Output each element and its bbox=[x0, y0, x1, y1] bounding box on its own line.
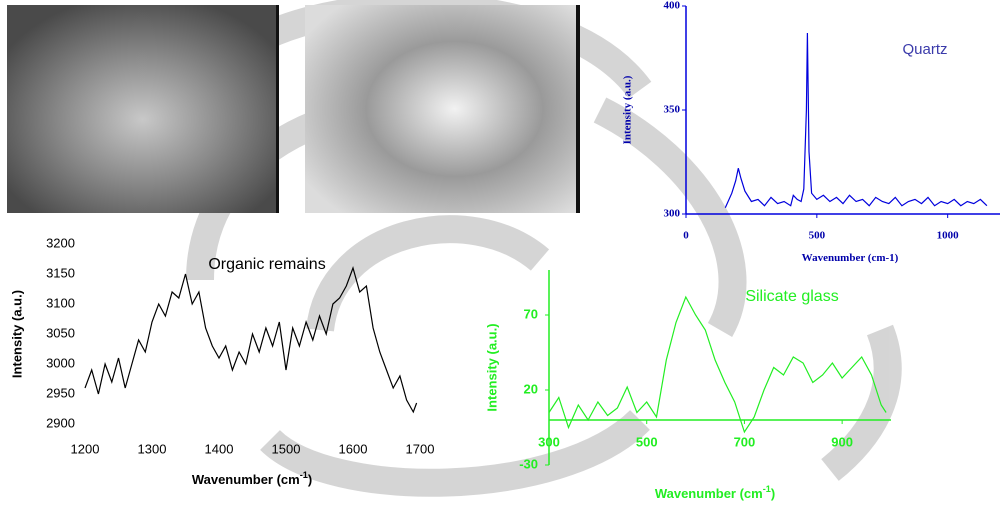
x-axis-label-end: ) bbox=[771, 486, 775, 501]
y-tick-label: 3150 bbox=[46, 265, 75, 280]
y-axis-label: Intensity (a.u.) bbox=[9, 290, 24, 378]
y-axis-label: Intensity (a.u.) bbox=[484, 323, 499, 411]
photo bbox=[305, 5, 577, 213]
x-axis-label: Wavenumber (cm-1) bbox=[655, 484, 775, 501]
x-axis-label-text: Wavenumber (cm bbox=[192, 472, 300, 487]
annotation: Silicate glass bbox=[745, 288, 838, 305]
y-tick-label: 300 bbox=[664, 208, 681, 220]
x-tick-label: 1300 bbox=[138, 441, 167, 456]
y-tick-label: 2950 bbox=[46, 385, 75, 400]
y-tick-label: 20 bbox=[524, 381, 538, 396]
x-tick-label: 1200 bbox=[71, 441, 100, 456]
x-tick-label: 1600 bbox=[339, 441, 368, 456]
y-tick-label: 400 bbox=[664, 0, 681, 12]
x-axis-label-sup: -1 bbox=[300, 470, 308, 480]
y-tick-label: 2900 bbox=[46, 415, 75, 430]
x-tick-label: 0 bbox=[683, 230, 689, 242]
x-tick-label: 1000 bbox=[937, 230, 960, 242]
x-axis-label-end: ) bbox=[308, 472, 312, 487]
x-axis-label-sup: -1 bbox=[763, 484, 771, 494]
x-tick-label: 1500 bbox=[272, 441, 301, 456]
x-axis-label-text: Wavenumber (cm bbox=[655, 486, 763, 501]
x-tick-label: 700 bbox=[734, 434, 756, 449]
x-tick-label: 900 bbox=[831, 434, 853, 449]
x-tick-label: 1400 bbox=[205, 441, 234, 456]
y-tick-label: 70 bbox=[524, 306, 538, 321]
x-axis-label: Wavenumber (cm-1) bbox=[802, 252, 899, 264]
y-tick-label: 3000 bbox=[46, 355, 75, 370]
y-tick-label: 3100 bbox=[46, 295, 75, 310]
photo bbox=[7, 5, 278, 213]
y-tick-label: 3050 bbox=[46, 325, 75, 340]
chart: 300 350 400 0 500 1000 Intensity (a.u.) Wavenum… bbox=[622, 0, 1000, 264]
figure: 300 350 400 0 500 1000 Intensity (a.u.) Wavenum… bbox=[0, 0, 1004, 506]
annotation: Quartz bbox=[902, 41, 947, 58]
y-axis-label: Intensity (a.u.) bbox=[622, 75, 634, 144]
x-tick-label: 1700 bbox=[406, 441, 435, 456]
y-tick-label: 3200 bbox=[46, 235, 75, 250]
spectrum-line bbox=[85, 268, 417, 412]
x-axis-label: Wavenumber (cm-1) bbox=[192, 470, 312, 487]
photo-edge bbox=[576, 5, 580, 213]
x-axis-label-text: Wavenumber (cm-1) bbox=[802, 252, 899, 264]
x-tick-label: 500 bbox=[636, 434, 658, 449]
spectrum-line bbox=[725, 33, 987, 208]
photo-edge bbox=[276, 5, 279, 213]
x-tick-label: 500 bbox=[809, 230, 826, 242]
annotation: Organic remains bbox=[208, 256, 325, 273]
y-tick-label: 350 bbox=[664, 104, 681, 116]
x-tick-label: 300 bbox=[538, 434, 560, 449]
chart: 2900 2950 3000 3050 3100 3150 3200 1200 1300 1400… bbox=[9, 235, 434, 487]
y-tick-label: -30 bbox=[519, 456, 538, 471]
